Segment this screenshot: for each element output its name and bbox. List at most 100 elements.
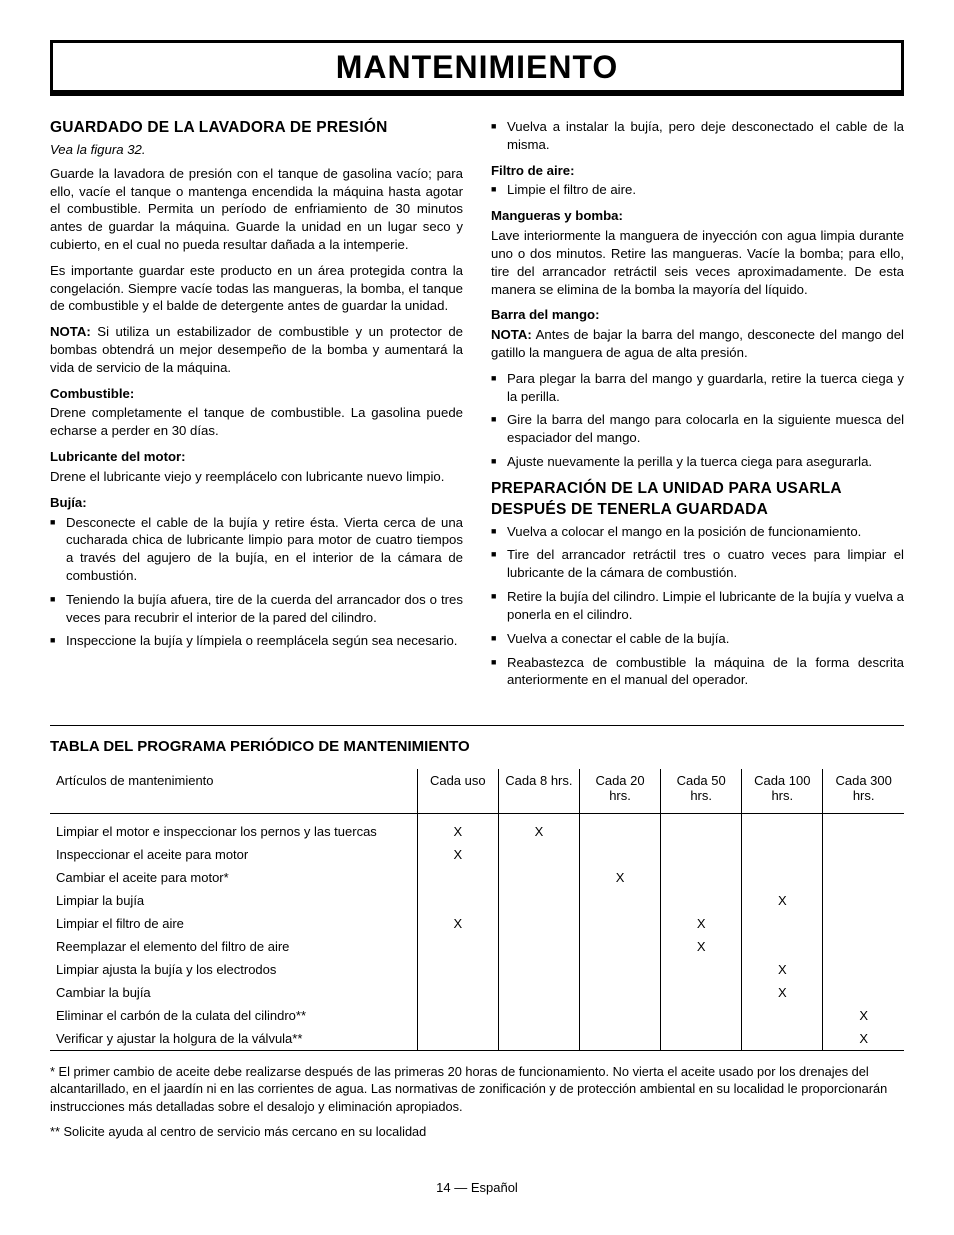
- list-item: Tire del arrancador retráctil tres o cua…: [491, 546, 904, 582]
- row-mark: [417, 981, 498, 1004]
- row-mark: [498, 1027, 579, 1051]
- barra-note: NOTA: Antes de bajar la barra del mango,…: [491, 326, 904, 362]
- row-mark: [579, 912, 660, 935]
- list-item: Inspeccione la bujía y límpiela o reempl…: [50, 632, 463, 650]
- row-mark: [498, 981, 579, 1004]
- combustible-text: Drene completamente el tanque de combust…: [50, 404, 463, 440]
- bujia-list: Desconecte el cable de la bujía y retire…: [50, 514, 463, 651]
- row-mark: [498, 866, 579, 889]
- row-mark: X: [661, 935, 742, 958]
- note-text: Si utiliza un estabilizador de combustib…: [50, 324, 463, 375]
- row-mark: [823, 866, 904, 889]
- row-mark: [579, 981, 660, 1004]
- row-mark: [498, 912, 579, 935]
- prep-list: Vuelva a colocar el mango en la posición…: [491, 523, 904, 690]
- row-label: Reemplazar el elemento del filtro de air…: [50, 935, 417, 958]
- row-mark: [417, 889, 498, 912]
- row-label: Cambiar el aceite para motor*: [50, 866, 417, 889]
- page-footer: 14 — Español: [50, 1180, 904, 1195]
- row-mark: [742, 843, 823, 866]
- row-mark: X: [742, 981, 823, 1004]
- mangueras-text: Lave interiormente la manguera de inyecc…: [491, 227, 904, 298]
- row-mark: [498, 958, 579, 981]
- list-item: Vuelva a conectar el cable de la bujía.: [491, 630, 904, 648]
- row-mark: X: [417, 843, 498, 866]
- row-mark: [742, 814, 823, 844]
- col-header: Cada 50 hrs.: [661, 769, 742, 814]
- row-label: Verificar y ajustar la holgura de la vál…: [50, 1027, 417, 1051]
- page-banner: MANTENIMIENTO: [50, 40, 904, 96]
- sub-combustible: Combustible:: [50, 385, 463, 403]
- row-label: Limpiar el motor e inspeccionar los pern…: [50, 814, 417, 844]
- list-item: Ajuste nuevamente la perilla y la tuerca…: [491, 453, 904, 471]
- row-mark: [498, 935, 579, 958]
- table-row: Limpiar ajusta la bujía y los electrodos…: [50, 958, 904, 981]
- row-mark: [823, 814, 904, 844]
- row-mark: [498, 889, 579, 912]
- row-mark: X: [742, 889, 823, 912]
- col-header: Cada 300 hrs.: [823, 769, 904, 814]
- row-mark: [498, 843, 579, 866]
- row-mark: X: [742, 958, 823, 981]
- row-mark: [661, 889, 742, 912]
- row-mark: [579, 958, 660, 981]
- list-item: Para plegar la barra del mango y guardar…: [491, 370, 904, 406]
- row-mark: X: [661, 912, 742, 935]
- row-mark: [579, 935, 660, 958]
- sub-filtro: Filtro de aire:: [491, 162, 904, 180]
- row-mark: [579, 889, 660, 912]
- note-text: Antes de bajar la barra del mango, desco…: [491, 327, 904, 360]
- table-row: Limpiar el filtro de aireXX: [50, 912, 904, 935]
- row-mark: [417, 1027, 498, 1051]
- note-label: NOTA:: [50, 324, 91, 339]
- table-footnotes: * El primer cambio de aceite debe realiz…: [50, 1063, 904, 1140]
- row-mark: [579, 1004, 660, 1027]
- sub-barra: Barra del mango:: [491, 306, 904, 324]
- row-label: Eliminar el carbón de la culata del cili…: [50, 1004, 417, 1027]
- row-mark: [417, 866, 498, 889]
- row-label: Limpiar el filtro de aire: [50, 912, 417, 935]
- row-mark: [661, 1027, 742, 1051]
- col-header: Cada 20 hrs.: [579, 769, 660, 814]
- col-header: Cada uso: [417, 769, 498, 814]
- table-row: Inspeccionar el aceite para motorX: [50, 843, 904, 866]
- row-mark: [661, 981, 742, 1004]
- row-mark: [742, 935, 823, 958]
- row-mark: [579, 843, 660, 866]
- left-column: GUARDADO DE LA LAVADORA DE PRESIÓN Vea l…: [50, 118, 463, 697]
- list-item: Desconecte el cable de la bujía y retire…: [50, 514, 463, 585]
- row-mark: [742, 1027, 823, 1051]
- col-header: Artículos de mantenimiento: [50, 769, 417, 814]
- row-mark: [579, 1027, 660, 1051]
- row-mark: [742, 1004, 823, 1027]
- row-mark: X: [417, 912, 498, 935]
- row-mark: [661, 843, 742, 866]
- row-mark: [661, 958, 742, 981]
- right-column: Vuelva a instalar la bujía, pero deje de…: [491, 118, 904, 697]
- filtro-list: Limpie el filtro de aire.: [491, 181, 904, 199]
- table-header-row: Artículos de mantenimiento Cada uso Cada…: [50, 769, 904, 814]
- row-mark: [742, 866, 823, 889]
- table-row: Reemplazar el elemento del filtro de air…: [50, 935, 904, 958]
- barra-list: Para plegar la barra del mango y guardar…: [491, 370, 904, 471]
- row-mark: [417, 935, 498, 958]
- table-row: Eliminar el carbón de la culata del cili…: [50, 1004, 904, 1027]
- banner-title: MANTENIMIENTO: [336, 49, 619, 85]
- table-row: Cambiar la bujíaX: [50, 981, 904, 1004]
- row-mark: X: [823, 1027, 904, 1051]
- bujia-list-cont: Vuelva a instalar la bujía, pero deje de…: [491, 118, 904, 154]
- content-columns: GUARDADO DE LA LAVADORA DE PRESIÓN Vea l…: [50, 118, 904, 697]
- table-row: Verificar y ajustar la holgura de la vál…: [50, 1027, 904, 1051]
- prep-heading: PREPARACIÓN DE LA UNIDAD PARA USARLA DES…: [491, 479, 904, 521]
- figure-ref: Vea la figura 32.: [50, 141, 463, 159]
- row-label: Limpiar ajusta la bujía y los electrodos: [50, 958, 417, 981]
- list-item: Teniendo la bujía afuera, tire de la cue…: [50, 591, 463, 627]
- list-item: Reabastezca de combustible la máquina de…: [491, 654, 904, 690]
- row-mark: [661, 814, 742, 844]
- col-header: Cada 100 hrs.: [742, 769, 823, 814]
- row-mark: [823, 889, 904, 912]
- list-item: Vuelva a colocar el mango en la posición…: [491, 523, 904, 541]
- list-item: Gire la barra del mango para colocarla e…: [491, 411, 904, 447]
- maintenance-table: Artículos de mantenimiento Cada uso Cada…: [50, 769, 904, 1051]
- maint-table-title: TABLA DEL PROGRAMA PERIÓDICO DE MANTENIM…: [50, 738, 904, 755]
